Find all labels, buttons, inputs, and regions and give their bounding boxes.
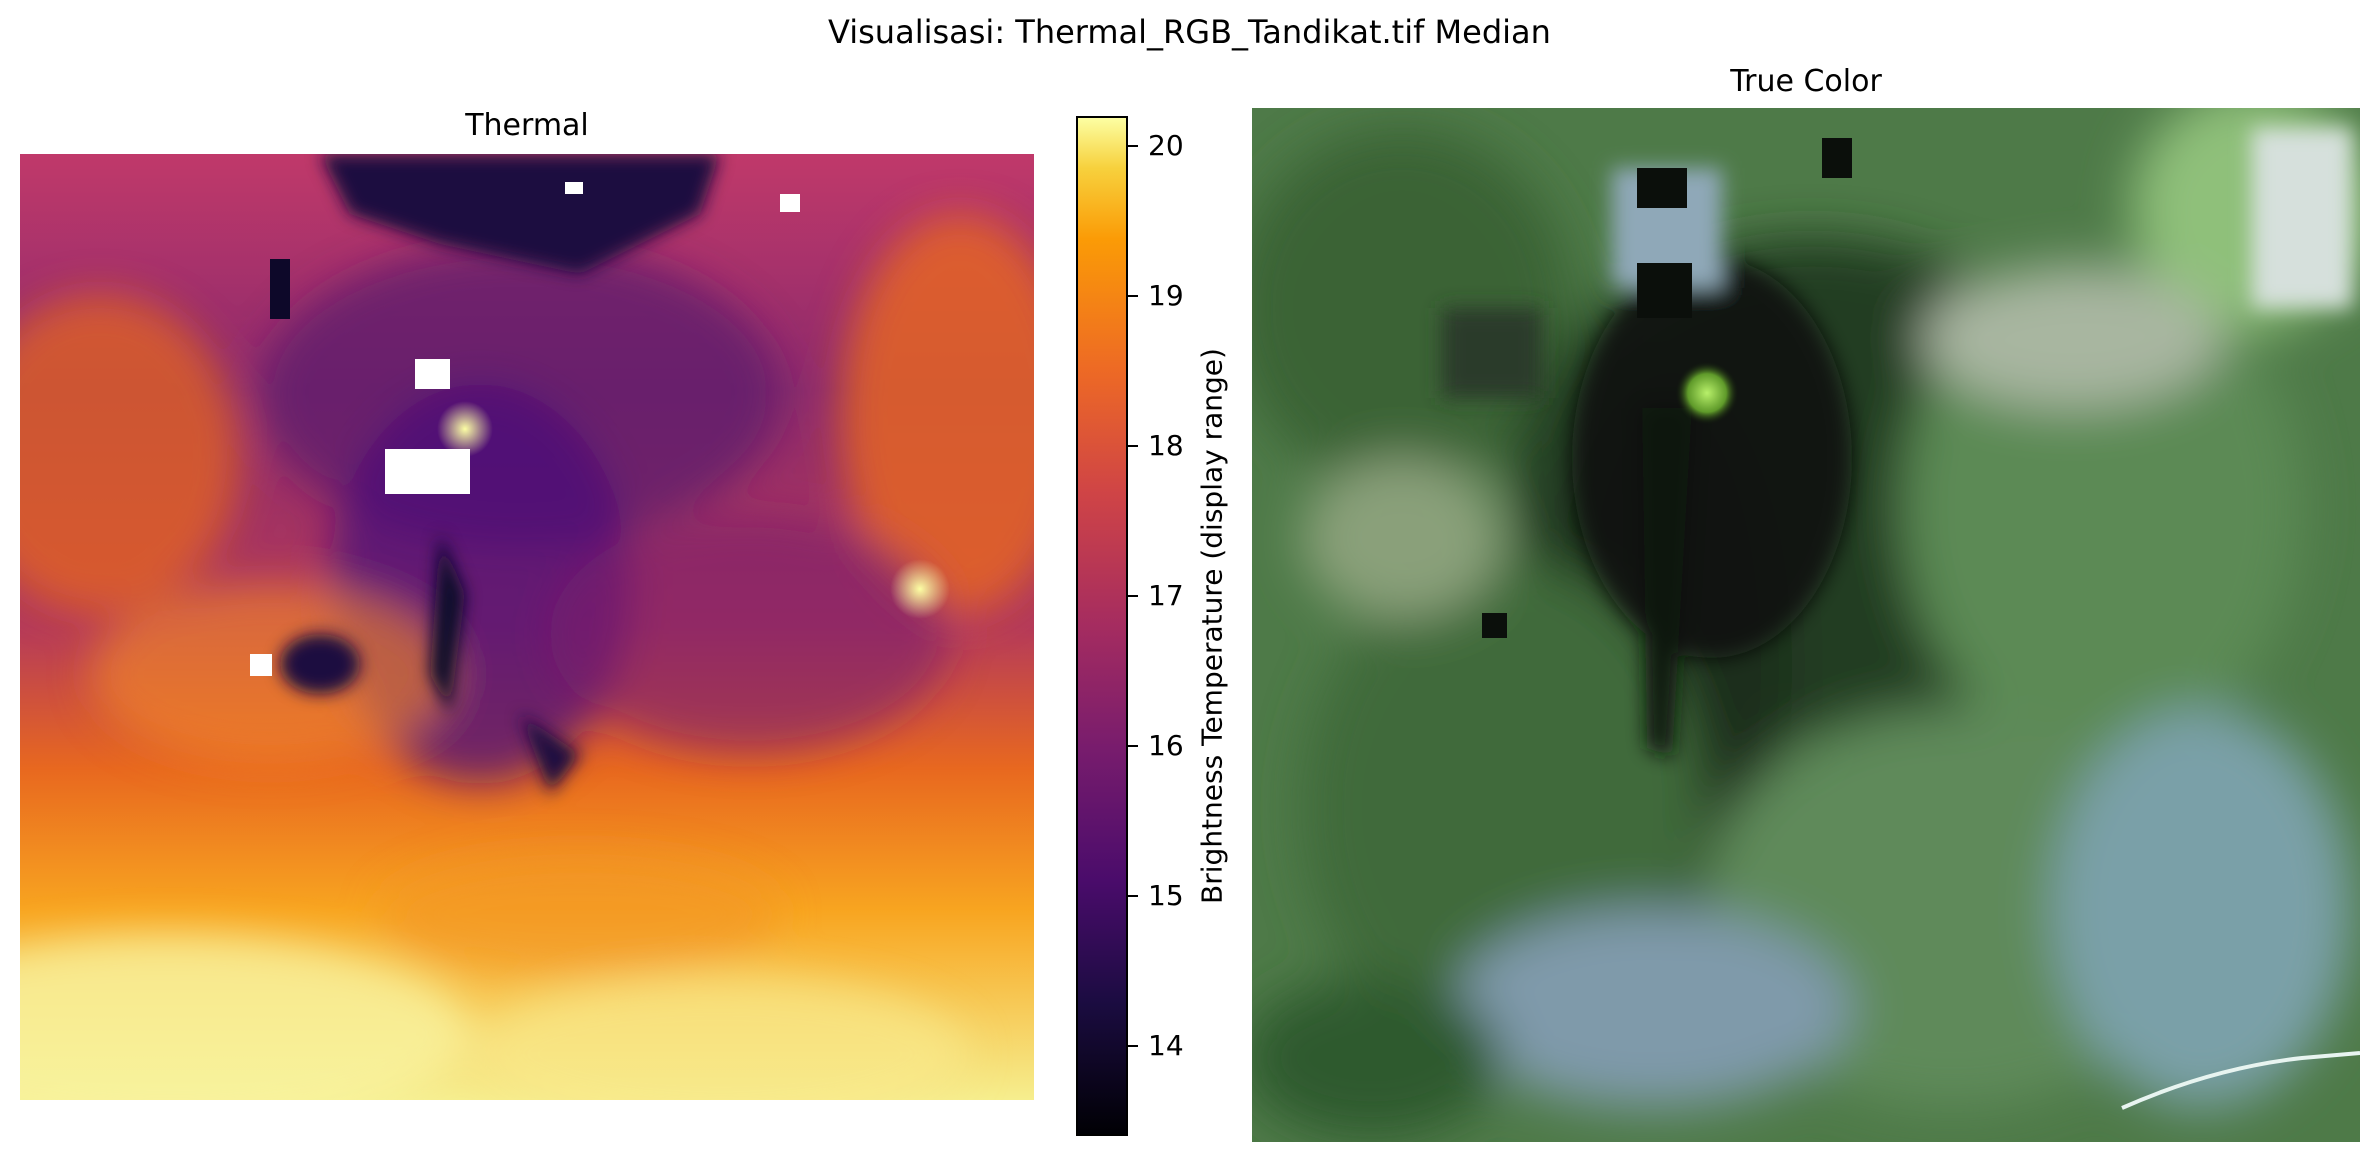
colorbar-tick-label: 20 [1148,129,1184,162]
true-color-image [1252,108,2360,1142]
colorbar-tick-label: 18 [1148,429,1184,462]
colorbar [1076,116,1128,1136]
colorbar-tick-mark [1128,295,1138,297]
colorbar-tick-label: 19 [1148,279,1184,312]
colorbar-tick-mark [1128,1045,1138,1047]
colorbar-tick-mark [1128,445,1138,447]
colorbar-tick-mark [1128,595,1138,597]
colorbar-tick-label: 15 [1148,879,1184,912]
thermal-panel-title: Thermal [465,108,589,143]
true-color-panel-title: True Color [1730,64,1882,99]
colorbar-tick-label: 16 [1148,729,1184,762]
colorbar-tick-mark [1128,745,1138,747]
figure-title: Visualisasi: Thermal_RGB_Tandikat.tif Me… [828,13,1551,51]
colorbar-tick-mark [1128,145,1138,147]
colorbar-label: Brightness Temperature (display range) [1195,348,1229,904]
colorbar-tick-label: 14 [1148,1029,1184,1062]
thermal-image [20,154,1034,1100]
colorbar-tick-mark [1128,895,1138,897]
colorbar-tick-label: 17 [1148,579,1184,612]
